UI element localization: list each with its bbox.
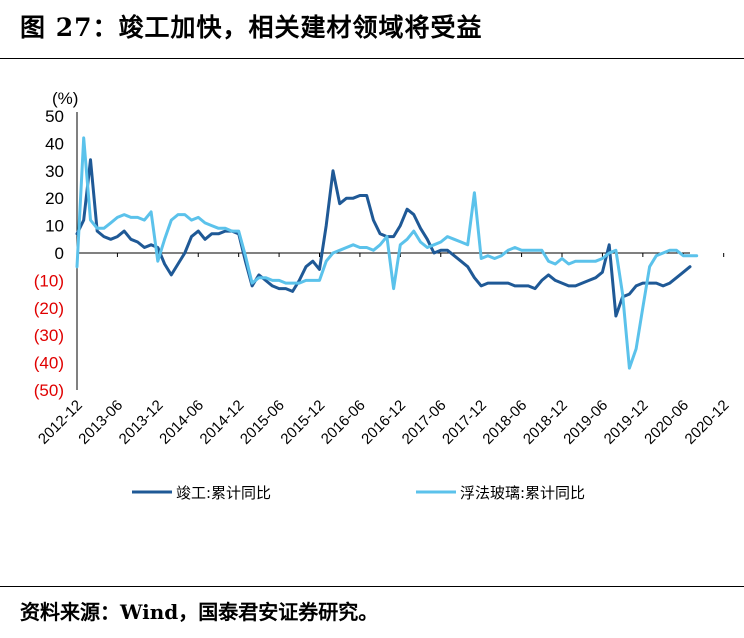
figure-title: 图 27：竣工加快，相关建材领域将受益 <box>20 13 483 42</box>
x-tick-label: 2016-12 <box>358 397 409 448</box>
completion-series-line <box>75 158 692 318</box>
bottom-rule <box>0 586 744 587</box>
series-lines <box>75 136 699 370</box>
top-rule <box>0 58 744 59</box>
y-tick-label: 10 <box>45 217 64 236</box>
x-tick-label: 2020-12 <box>682 397 733 448</box>
y-tick-label: 50 <box>45 107 64 126</box>
x-tick-label: 2016-06 <box>318 397 369 448</box>
x-tick-label: 2015-06 <box>237 397 288 448</box>
source-note: 资料来源：Wind，国泰君安证券研究。 <box>20 600 379 624</box>
y-tick-label: 40 <box>45 134 64 153</box>
x-tick-label: 2013-12 <box>116 397 167 448</box>
y-axis-ticks: 50 40 30 20 10 0 (10) (20) (30) (40) (50) <box>34 107 64 400</box>
legend-label: 竣工:累计同比 <box>176 484 271 502</box>
y-tick-label: (30) <box>34 326 64 345</box>
x-tick-label: 2019-06 <box>560 397 611 448</box>
x-tick-label: 2017-12 <box>439 397 490 448</box>
x-tick-label: 2017-06 <box>399 397 450 448</box>
y-tick-label: (50) <box>34 381 64 400</box>
x-tick-label: 2018-12 <box>520 397 571 448</box>
x-tick-label: 2014-12 <box>197 397 248 448</box>
y-tick-label: 20 <box>45 189 64 208</box>
x-tick-label: 2013-06 <box>75 397 126 448</box>
y-tick-label: 30 <box>45 162 64 181</box>
glass-series-line <box>75 136 699 370</box>
y-tick-label: 0 <box>55 244 64 263</box>
axes <box>76 112 690 390</box>
line-chart: (%) 50 40 30 20 10 0 (10) (20) (30) (40) (50) 2012… <box>34 89 733 502</box>
x-tick-label: 2014-06 <box>156 397 207 448</box>
x-tick-label: 2019-12 <box>601 397 652 448</box>
y-tick-label: (40) <box>34 354 64 373</box>
legend: 竣工:累计同比 浮法玻璃:累计同比 <box>132 484 585 502</box>
x-tick-label: 2012-12 <box>35 397 86 448</box>
legend-label: 浮法玻璃:累计同比 <box>460 484 585 502</box>
x-tick-label: 2015-12 <box>277 397 328 448</box>
y-tick-label: (20) <box>34 299 64 318</box>
y-tick-label: (10) <box>34 271 64 290</box>
y-axis-unit-label: (%) <box>52 89 78 108</box>
x-tick-label: 2018-06 <box>479 397 530 448</box>
x-tick-label: 2020-06 <box>641 397 692 448</box>
